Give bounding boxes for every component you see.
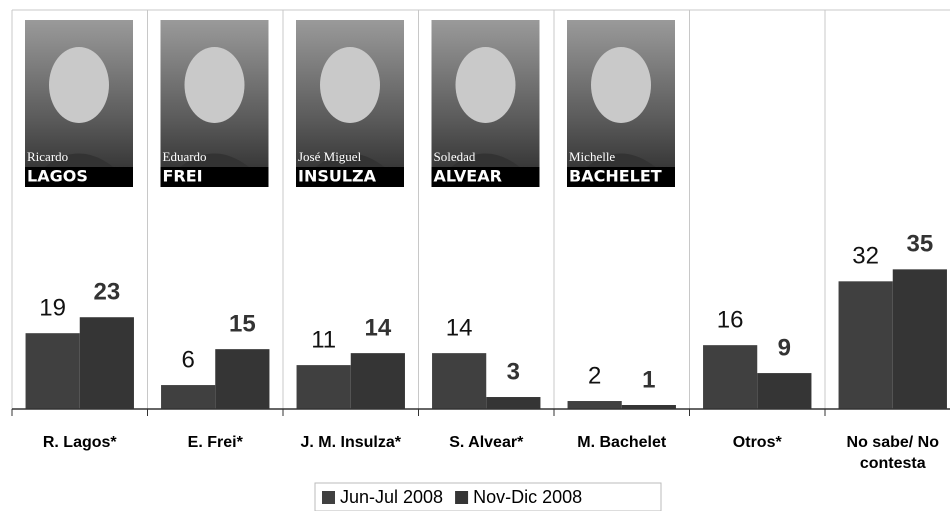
bar — [757, 373, 812, 409]
value-label: 14 — [364, 314, 391, 341]
x-tick-label: No sabe/ No contesta — [846, 434, 939, 472]
bar — [703, 345, 758, 409]
bar — [486, 397, 541, 409]
bar — [79, 317, 134, 409]
name-bar — [431, 167, 540, 187]
value-label: 19 — [39, 295, 66, 322]
last-name: FREI — [163, 167, 203, 186]
name-bar — [567, 167, 675, 187]
value-label: 32 — [852, 243, 879, 270]
legend-swatch — [455, 491, 469, 504]
name-bar — [296, 167, 404, 187]
value-label: 15 — [229, 310, 256, 337]
last-name: BACHELET — [569, 167, 662, 186]
value-label: 1 — [642, 366, 655, 393]
last-name: INSULZA — [298, 167, 377, 186]
x-tick-label: R. Lagos* — [42, 434, 117, 451]
value-label: 2 — [588, 362, 601, 389]
name-bar — [25, 167, 133, 187]
last-name: ALVEAR — [434, 167, 502, 186]
bar — [296, 365, 351, 409]
value-label: 16 — [717, 307, 744, 334]
legend-label: Nov-Dic 2008 — [473, 487, 582, 507]
bar — [25, 333, 80, 409]
first-name: Michelle — [569, 149, 615, 164]
x-tick-label: Otros* — [732, 434, 782, 451]
bar — [567, 401, 622, 409]
value-label: 3 — [507, 358, 520, 385]
name-bar — [160, 167, 269, 187]
portrait-face — [320, 47, 380, 123]
value-label: 23 — [93, 279, 120, 306]
bar — [621, 405, 676, 409]
last-name: LAGOS — [27, 167, 88, 186]
first-name: Soledad — [434, 149, 476, 164]
bar — [432, 353, 487, 409]
x-tick-label: E. Frei* — [187, 434, 243, 451]
value-label: 14 — [446, 314, 473, 341]
legend-box — [314, 482, 662, 511]
bar — [161, 385, 216, 409]
bar — [892, 269, 947, 409]
portrait-face — [591, 47, 651, 123]
portrait-face — [184, 47, 245, 123]
first-name: José Miguel — [298, 149, 362, 164]
bar — [350, 353, 405, 409]
legend-label: Jun-Jul 2008 — [340, 487, 443, 507]
value-label: 6 — [181, 346, 194, 373]
value-label: 35 — [906, 231, 933, 258]
first-name: Eduardo — [163, 149, 207, 164]
first-name: Ricardo — [27, 149, 68, 164]
portrait-face — [49, 47, 109, 123]
x-tick-label: J. M. Insulza* — [300, 434, 401, 451]
portrait-face — [455, 47, 516, 123]
x-tick-label: M. Bachelet — [577, 434, 667, 451]
value-label: 11 — [311, 326, 336, 353]
legend-swatch — [322, 491, 335, 504]
x-tick-label: S. Alvear* — [449, 434, 524, 451]
value-label: 9 — [778, 334, 791, 361]
bar — [215, 349, 270, 409]
bar — [838, 281, 893, 409]
